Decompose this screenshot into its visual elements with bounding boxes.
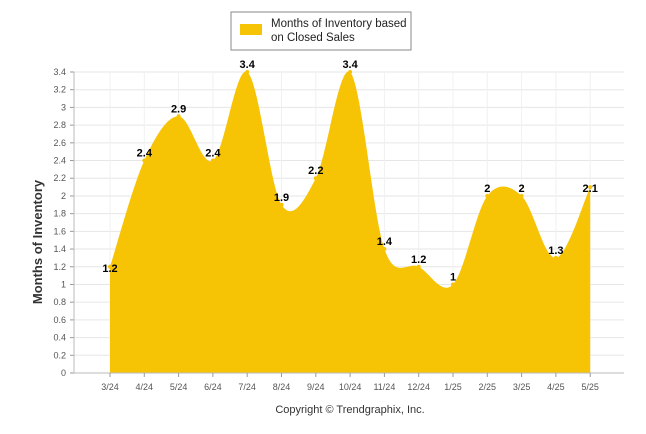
data-point[interactable] — [108, 264, 112, 269]
data-label: 2.4 — [205, 148, 221, 160]
data-point[interactable] — [176, 114, 181, 119]
x-tick-label: 6/24 — [204, 382, 222, 392]
data-label: 1 — [450, 271, 456, 283]
x-tick-label: 3/25 — [513, 382, 531, 392]
legend[interactable]: Months of Inventory based on Closed Sale… — [230, 11, 412, 51]
y-tick-label: 2.2 — [53, 173, 66, 183]
y-tick-label: 2.8 — [53, 120, 66, 130]
data-point[interactable] — [382, 247, 387, 252]
data-point[interactable] — [210, 158, 215, 163]
y-axis-title: Months of Inventory — [30, 179, 45, 304]
x-tick-label: 7/24 — [238, 382, 256, 392]
data-label: 1.3 — [548, 245, 563, 257]
y-tick-label: 3.4 — [53, 67, 66, 77]
data-point[interactable] — [553, 255, 558, 260]
x-tick-label: 5/24 — [170, 382, 188, 392]
data-label: 2.2 — [308, 165, 323, 177]
x-tick-label: 10/24 — [339, 382, 362, 392]
y-tick-label: 2 — [61, 191, 66, 201]
y-tick-label: 1.2 — [53, 262, 66, 272]
data-point[interactable] — [279, 202, 284, 207]
data-labels: 1.2 2.4 2.9 2.4 3.4 1.9 2.2 3.4 1.4 1.2 1 2 2 1.3 2.1 — [102, 59, 597, 283]
data-point[interactable] — [588, 185, 593, 190]
data-point[interactable] — [485, 193, 490, 198]
copyright-footer: Copyright © Trendgraphix, Inc. — [275, 404, 424, 416]
data-label: 2.4 — [137, 148, 153, 160]
y-tick-label: 0 — [61, 368, 66, 378]
x-tick-label: 4/24 — [136, 382, 154, 392]
data-point[interactable] — [348, 70, 353, 74]
data-label: 3.4 — [342, 59, 358, 71]
legend-label-line-1: Months of Inventory based — [271, 18, 407, 30]
x-tick-label: 5/25 — [581, 382, 599, 392]
data-point[interactable] — [142, 158, 147, 163]
x-tick-label: 4/25 — [547, 382, 565, 392]
data-point[interactable] — [451, 282, 455, 287]
y-tick-label: 2.6 — [53, 138, 66, 148]
y-tick-label: 1 — [61, 279, 66, 289]
y-tick-label: 3 — [61, 102, 66, 112]
x-tick-label: 2/25 — [479, 382, 497, 392]
series-area[interactable] — [110, 71, 591, 374]
x-tick-label: 1/25 — [444, 382, 462, 392]
data-label: 3.4 — [240, 59, 256, 71]
data-label: 1.2 — [411, 254, 426, 266]
y-tick-label: 1.8 — [53, 209, 66, 219]
data-point[interactable] — [519, 193, 524, 198]
legend-label-line-2: on Closed Sales — [271, 32, 355, 44]
x-tick-label: 3/24 — [101, 382, 119, 392]
y-tick-label: 1.4 — [53, 244, 66, 254]
y-tick-label: 0.2 — [53, 350, 66, 360]
data-point[interactable] — [416, 264, 421, 269]
x-tick-label: 8/24 — [273, 382, 291, 392]
data-label: 1.2 — [102, 263, 117, 275]
x-tick-label: 11/24 — [373, 382, 395, 392]
data-label: 2.9 — [171, 103, 186, 115]
data-label: 2.1 — [583, 183, 598, 195]
data-point[interactable] — [245, 70, 250, 74]
data-point[interactable] — [313, 176, 318, 181]
y-tick-label: 1.6 — [53, 226, 66, 236]
x-tick-label: 12/24 — [407, 382, 430, 392]
y-tick-label: 2.4 — [53, 156, 66, 166]
x-tick-label: 9/24 — [307, 382, 325, 392]
axes: 0 0.2 0.4 0.6 0.8 1 1.2 1.4 1.6 1.8 2 2.2 2.4 2.6 2.8 3… — [53, 67, 624, 392]
y-tick-label: 3.2 — [53, 85, 66, 95]
y-tick-label: 0.4 — [53, 333, 66, 343]
y-tick-label: 0.6 — [53, 315, 66, 325]
data-label: 2 — [484, 183, 490, 195]
series-area-group — [108, 70, 593, 374]
data-label: 1.9 — [274, 192, 289, 204]
y-tick-label: 0.8 — [53, 297, 66, 307]
data-label: 1.4 — [377, 236, 393, 248]
data-label: 2 — [519, 183, 525, 195]
legend-swatch — [240, 24, 262, 35]
